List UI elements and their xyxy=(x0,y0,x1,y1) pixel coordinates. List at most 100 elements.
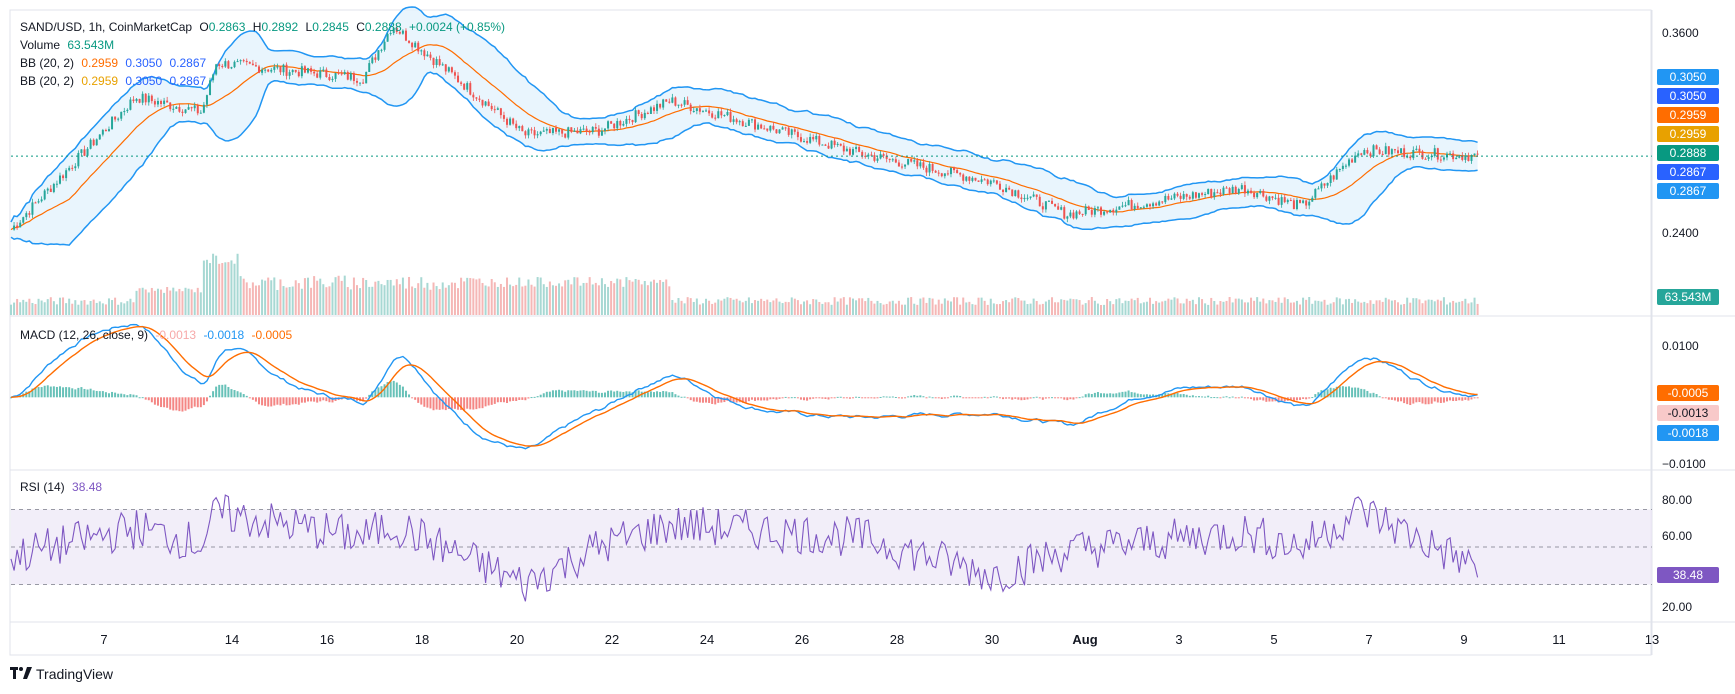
candle-body xyxy=(506,118,509,125)
time-label: 22 xyxy=(604,632,620,647)
candle-body xyxy=(1060,207,1063,210)
candle-body xyxy=(1415,148,1418,150)
candle-body xyxy=(254,65,257,67)
macd-hist-bar xyxy=(1029,397,1032,399)
volume-bar xyxy=(1044,301,1047,315)
macd-hist-bar xyxy=(1400,397,1403,402)
volume-bar xyxy=(1400,304,1403,315)
tradingview-logo[interactable]: TradingView xyxy=(10,666,113,682)
macd-hist-bar xyxy=(1072,397,1075,400)
macd-hist-bar xyxy=(974,397,977,399)
macd-hist-bar xyxy=(1047,397,1050,399)
volume-bar xyxy=(1409,302,1412,315)
macd-hist-bar xyxy=(548,391,551,398)
macd-label[interactable]: MACD (12, 26, close, 9) xyxy=(20,328,149,342)
macd-hist-bar xyxy=(610,390,613,398)
macd-hist-bar xyxy=(995,396,998,398)
macd-hist-bar xyxy=(698,397,701,403)
candle-body xyxy=(472,94,475,98)
macd-hist-bar xyxy=(1295,397,1298,401)
macd-hist-bar xyxy=(10,397,12,399)
candle-body xyxy=(971,177,974,181)
volume-bar xyxy=(888,301,891,315)
volume-bar xyxy=(1452,300,1455,315)
volume-bar xyxy=(98,301,101,315)
candle-body xyxy=(600,130,603,136)
volume-bar xyxy=(117,304,120,315)
volume-bar xyxy=(864,301,867,315)
candle-body xyxy=(1289,200,1292,202)
volume-bar xyxy=(426,282,429,315)
macd-hist-bar xyxy=(209,395,212,398)
candle-body xyxy=(55,183,58,185)
symbol-row: SAND/USD, 1h, CoinMarketCap O0.2863 H0.2… xyxy=(20,18,509,36)
macd-hist-bar xyxy=(1197,396,1200,398)
time-label: 9 xyxy=(1460,632,1468,647)
rsi-axis-label: 20.00 xyxy=(1662,600,1693,614)
volume-bar xyxy=(1112,304,1115,315)
candle-body xyxy=(466,83,469,90)
candle-body xyxy=(717,111,720,119)
volume-bar xyxy=(221,263,224,315)
macd-hist-bar xyxy=(585,390,588,398)
time-label: 20 xyxy=(509,632,525,647)
macd-hist-bar xyxy=(493,397,496,404)
volume-bar xyxy=(444,287,447,315)
candle-body xyxy=(1038,196,1041,207)
volume-bar xyxy=(408,276,411,315)
macd-hist-bar xyxy=(579,390,582,398)
volume-bar xyxy=(107,298,110,315)
macd-hist-bar xyxy=(897,397,900,399)
macd-hist-bar xyxy=(1436,397,1439,403)
macd-hist-bar xyxy=(114,392,117,398)
macd-hist-bar xyxy=(74,389,77,398)
volume-bar xyxy=(518,277,521,315)
volume-bar xyxy=(980,297,983,315)
candle-body xyxy=(1338,168,1341,170)
rsi-label[interactable]: RSI (14) xyxy=(20,480,65,494)
volume-bar xyxy=(1329,303,1332,315)
macd-hist-bar xyxy=(754,397,757,401)
candle-body xyxy=(190,107,193,109)
bb2-label[interactable]: BB (20, 2) xyxy=(20,74,75,88)
candle-body xyxy=(1133,205,1136,210)
candle-body xyxy=(25,213,28,218)
macd-hist-bar xyxy=(1020,397,1023,401)
candle-body xyxy=(787,127,790,135)
symbol-label[interactable]: SAND/USD, 1h, CoinMarketCap xyxy=(20,20,193,34)
candle-body xyxy=(1087,206,1090,211)
macd-hist-bar xyxy=(160,397,163,408)
volume-bar xyxy=(1351,302,1354,315)
volume-bar xyxy=(760,298,763,315)
candle-body xyxy=(527,129,530,136)
candle-body xyxy=(426,54,429,57)
volume-bar xyxy=(983,300,986,315)
candle-body xyxy=(291,69,294,73)
candle-body xyxy=(117,118,120,120)
macd-hist-bar xyxy=(1115,393,1118,398)
volume-bar xyxy=(1311,303,1314,315)
candle-body xyxy=(389,33,392,35)
bb1-label[interactable]: BB (20, 2) xyxy=(20,56,75,70)
volume-bar xyxy=(738,300,741,315)
candle-body xyxy=(1081,213,1084,215)
candle-body xyxy=(141,93,144,103)
macd-hist-bar xyxy=(919,395,922,398)
candle-body xyxy=(1008,187,1011,190)
main-legend: SAND/USD, 1h, CoinMarketCap O0.2863 H0.2… xyxy=(20,18,509,90)
macd-hist-bar xyxy=(147,397,150,401)
macd-hist-bar xyxy=(588,391,591,398)
candle-body xyxy=(447,67,450,72)
volume-bar xyxy=(218,263,221,315)
candle-body xyxy=(1213,192,1216,198)
candle-body xyxy=(1124,205,1127,207)
volume-bar xyxy=(861,298,864,315)
volume-label[interactable]: Volume xyxy=(20,38,61,52)
macd-hist-bar xyxy=(1280,397,1283,402)
volume-bar xyxy=(1179,303,1182,315)
volume-bar xyxy=(325,287,328,315)
macd-hist-bar xyxy=(1397,397,1400,402)
ohlc-open: O0.2863 xyxy=(199,20,246,34)
candle-body xyxy=(548,129,551,134)
